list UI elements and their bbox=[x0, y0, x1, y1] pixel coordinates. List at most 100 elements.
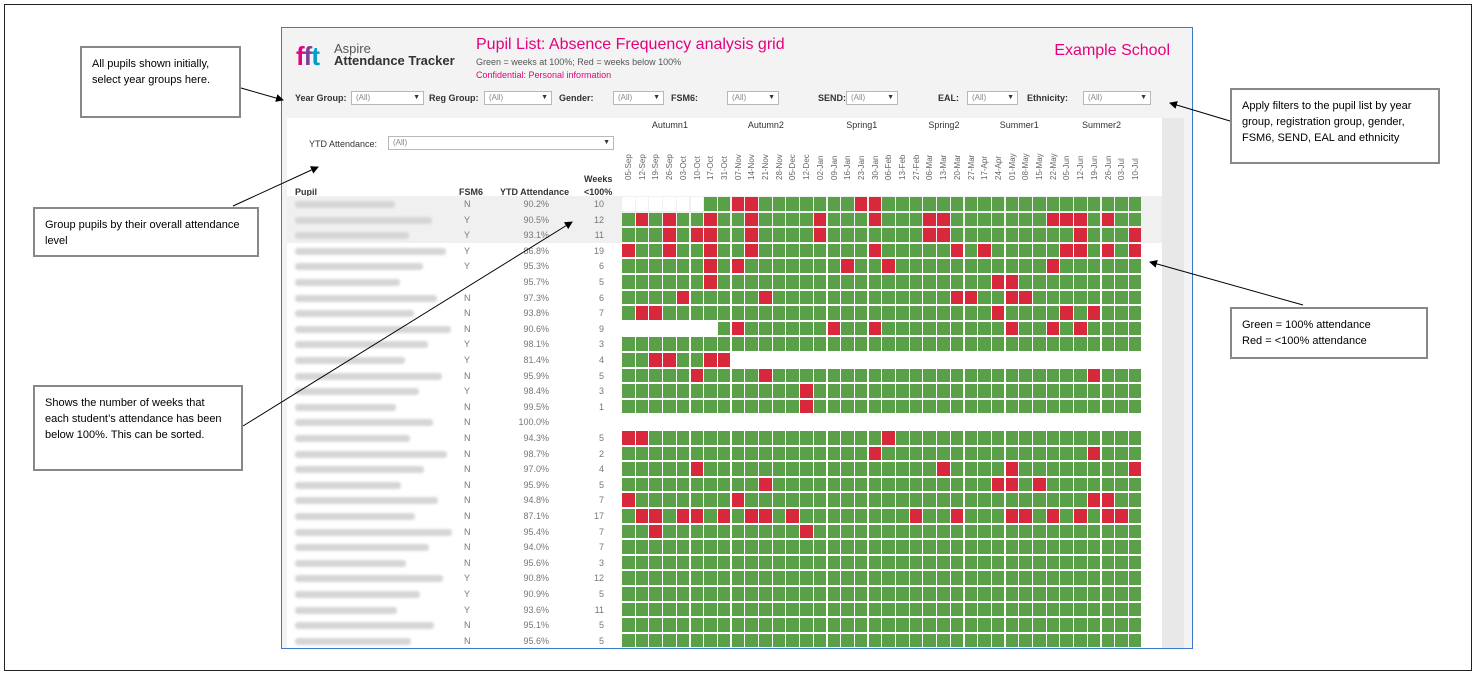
attendance-cell[interactable] bbox=[731, 477, 745, 492]
attendance-cell[interactable] bbox=[745, 197, 758, 211]
attendance-cell[interactable] bbox=[923, 399, 936, 414]
attendance-cell[interactable] bbox=[649, 353, 662, 367]
attendance-cell[interactable] bbox=[731, 446, 745, 461]
attendance-cell[interactable] bbox=[676, 555, 690, 570]
attendance-cell[interactable] bbox=[690, 290, 703, 305]
attendance-cell[interactable] bbox=[676, 587, 690, 601]
attendance-cell[interactable] bbox=[923, 446, 936, 461]
attendance-cell[interactable] bbox=[676, 197, 690, 211]
attendance-cell[interactable] bbox=[991, 337, 1005, 351]
attendance-cell[interactable] bbox=[896, 540, 909, 554]
attendance-cell[interactable] bbox=[813, 524, 827, 539]
attendance-cell[interactable] bbox=[896, 555, 909, 570]
attendance-cell[interactable] bbox=[827, 353, 840, 367]
table-row[interactable]: Y 81.4% 4 bbox=[287, 352, 1162, 368]
attendance-cell[interactable] bbox=[759, 275, 772, 289]
attendance-cell[interactable] bbox=[991, 555, 1005, 570]
table-row[interactable]: Y 98.1% 3 bbox=[287, 336, 1162, 352]
attendance-cell[interactable] bbox=[964, 228, 977, 242]
attendance-cell[interactable] bbox=[978, 212, 991, 227]
attendance-cell[interactable] bbox=[772, 259, 786, 273]
attendance-cell[interactable] bbox=[1005, 509, 1019, 523]
attendance-cell[interactable] bbox=[649, 540, 662, 554]
attendance-cell[interactable] bbox=[622, 212, 635, 227]
attendance-cell[interactable] bbox=[964, 212, 977, 227]
attendance-cell[interactable] bbox=[635, 571, 649, 585]
attendance-cell[interactable] bbox=[1087, 415, 1101, 429]
attendance-cell[interactable] bbox=[663, 306, 676, 320]
attendance-cell[interactable] bbox=[964, 540, 977, 554]
attendance-cell[interactable] bbox=[622, 477, 635, 492]
attendance-cell[interactable] bbox=[690, 524, 703, 539]
attendance-cell[interactable] bbox=[854, 399, 868, 414]
attendance-cell[interactable] bbox=[663, 587, 676, 601]
attendance-cell[interactable] bbox=[1033, 587, 1046, 601]
attendance-cell[interactable] bbox=[786, 477, 799, 492]
filter-gender[interactable]: (All) ▼ bbox=[613, 91, 664, 105]
attendance-cell[interactable] bbox=[759, 540, 772, 554]
attendance-cell[interactable] bbox=[909, 571, 923, 585]
attendance-cell[interactable] bbox=[1101, 524, 1114, 539]
attendance-cell[interactable] bbox=[991, 524, 1005, 539]
attendance-cell[interactable] bbox=[1005, 462, 1019, 476]
attendance-cell[interactable] bbox=[813, 431, 827, 445]
attendance-cell[interactable] bbox=[923, 321, 936, 336]
attendance-cell[interactable] bbox=[772, 337, 786, 351]
table-row[interactable]: Y 90.9% 5 bbox=[287, 586, 1162, 602]
attendance-cell[interactable] bbox=[1019, 290, 1032, 305]
attendance-cell[interactable] bbox=[635, 290, 649, 305]
attendance-cell[interactable] bbox=[772, 243, 786, 258]
attendance-cell[interactable] bbox=[964, 415, 977, 429]
attendance-cell[interactable] bbox=[841, 446, 854, 461]
attendance-cell[interactable] bbox=[882, 384, 895, 398]
attendance-cell[interactable] bbox=[772, 524, 786, 539]
table-row[interactable]: N 87.1% 17 bbox=[287, 508, 1162, 524]
attendance-cell[interactable] bbox=[649, 212, 662, 227]
attendance-cell[interactable] bbox=[1074, 509, 1087, 523]
attendance-cell[interactable] bbox=[635, 306, 649, 320]
attendance-cell[interactable] bbox=[690, 353, 703, 367]
attendance-cell[interactable] bbox=[991, 540, 1005, 554]
attendance-cell[interactable] bbox=[841, 587, 854, 601]
attendance-cell[interactable] bbox=[813, 555, 827, 570]
attendance-cell[interactable] bbox=[1115, 228, 1128, 242]
attendance-cell[interactable] bbox=[1019, 275, 1032, 289]
attendance-cell[interactable] bbox=[1115, 290, 1128, 305]
attendance-cell[interactable] bbox=[1087, 337, 1101, 351]
attendance-cell[interactable] bbox=[663, 228, 676, 242]
attendance-cell[interactable] bbox=[1046, 228, 1060, 242]
attendance-cell[interactable] bbox=[950, 212, 964, 227]
attendance-cell[interactable] bbox=[1074, 587, 1087, 601]
attendance-cell[interactable] bbox=[841, 212, 854, 227]
attendance-cell[interactable] bbox=[759, 290, 772, 305]
attendance-cell[interactable] bbox=[1115, 431, 1128, 445]
attendance-cell[interactable] bbox=[923, 212, 936, 227]
attendance-cell[interactable] bbox=[978, 555, 991, 570]
attendance-cell[interactable] bbox=[745, 243, 758, 258]
attendance-cell[interactable] bbox=[854, 259, 868, 273]
attendance-cell[interactable] bbox=[854, 540, 868, 554]
attendance-cell[interactable] bbox=[800, 524, 813, 539]
attendance-cell[interactable] bbox=[1019, 587, 1032, 601]
attendance-cell[interactable] bbox=[663, 431, 676, 445]
attendance-cell[interactable] bbox=[759, 509, 772, 523]
attendance-cell[interactable] bbox=[663, 446, 676, 461]
attendance-cell[interactable] bbox=[1005, 259, 1019, 273]
attendance-cell[interactable] bbox=[991, 321, 1005, 336]
attendance-cell[interactable] bbox=[937, 462, 950, 476]
attendance-cell[interactable] bbox=[1074, 290, 1087, 305]
attendance-cell[interactable] bbox=[950, 197, 964, 211]
attendance-cell[interactable] bbox=[731, 555, 745, 570]
attendance-cell[interactable] bbox=[868, 509, 882, 523]
attendance-cell[interactable] bbox=[1046, 399, 1060, 414]
attendance-cell[interactable] bbox=[690, 384, 703, 398]
attendance-cell[interactable] bbox=[937, 446, 950, 461]
attendance-cell[interactable] bbox=[827, 384, 840, 398]
attendance-cell[interactable] bbox=[717, 321, 731, 336]
attendance-cell[interactable] bbox=[991, 571, 1005, 585]
attendance-cell[interactable] bbox=[991, 212, 1005, 227]
attendance-cell[interactable] bbox=[1019, 368, 1032, 383]
attendance-cell[interactable] bbox=[1005, 353, 1019, 367]
attendance-cell[interactable] bbox=[1033, 228, 1046, 242]
attendance-cell[interactable] bbox=[1074, 384, 1087, 398]
